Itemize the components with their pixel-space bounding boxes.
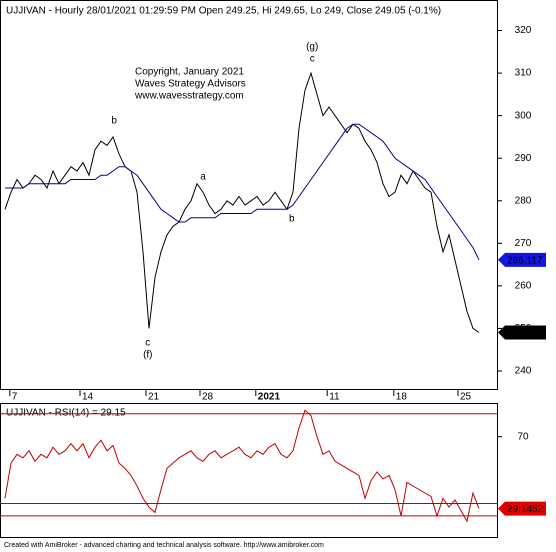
x-tick-label: 21 xyxy=(148,392,160,403)
y-tick-label: 240 xyxy=(515,366,532,377)
wave-label: a xyxy=(200,172,206,183)
footer: Created with AmiBroker - advanced charti… xyxy=(4,542,324,549)
rsi-title: UJJIVAN - RSI(14) = 29.15 xyxy=(6,408,126,419)
y-tick-label: 280 xyxy=(515,195,532,206)
last-value-box xyxy=(498,325,546,340)
y-tick-label: 260 xyxy=(515,281,532,292)
wave-label: b xyxy=(289,213,295,224)
chart-title: UJJIVAN - Hourly 28/01/2021 01:29:59 PM … xyxy=(6,6,441,17)
wave-label: (g) xyxy=(306,41,318,52)
rsi-panel xyxy=(0,403,498,538)
x-tick-label: 28 xyxy=(202,392,214,403)
x-tick-label: 11 xyxy=(329,392,340,403)
series-line xyxy=(4,71,480,333)
y-tick-label: 70 xyxy=(517,431,529,442)
y-tick-label: 290 xyxy=(515,153,532,164)
wave-label: (f) xyxy=(143,349,152,360)
note: Waves Strategy Advisors xyxy=(135,79,246,90)
series-line xyxy=(5,123,480,261)
x-tick-label: 14 xyxy=(82,392,94,403)
note: www.wavesstrategy.com xyxy=(134,91,244,102)
wave-label: c xyxy=(145,338,150,349)
price-panel xyxy=(0,0,498,390)
last-value-label: 29.1452 xyxy=(507,504,544,515)
x-tick-label: 7 xyxy=(12,392,18,403)
note: Copyright, January 2021 xyxy=(135,67,244,78)
x-tick-label: 25 xyxy=(460,392,472,403)
y-tick-label: 300 xyxy=(515,110,532,121)
y-tick-label: 310 xyxy=(515,68,532,79)
wave-label: c xyxy=(310,53,315,64)
last-value-box xyxy=(498,501,546,516)
wave-label: b xyxy=(111,115,117,126)
y-tick-label: 320 xyxy=(515,25,532,36)
last-value-box xyxy=(498,252,546,267)
last-value-label: 266.117 xyxy=(507,255,543,266)
series-line xyxy=(4,409,480,523)
last-value-label: 249.05 xyxy=(507,328,538,339)
y-tick-label: 270 xyxy=(515,238,532,249)
x-tick-label: 2021 xyxy=(258,392,281,403)
x-tick-label: 18 xyxy=(396,392,408,403)
